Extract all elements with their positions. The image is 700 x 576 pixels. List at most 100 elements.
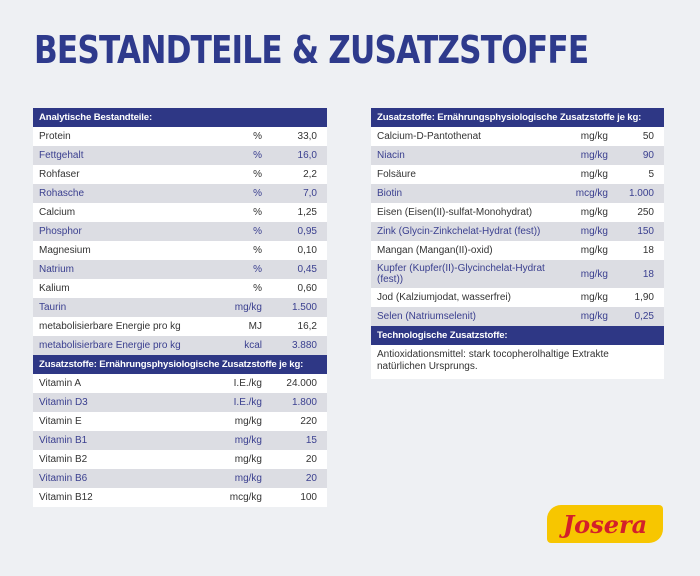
- row-unit: mg/kg: [580, 226, 608, 237]
- row-label: Mangan (Mangan(II)-oxid): [377, 245, 493, 256]
- row-unit: mg/kg: [234, 416, 262, 427]
- row-value: 1.000: [628, 188, 654, 199]
- row-label: Jod (Kalziumjodat, wasserfrei): [377, 292, 511, 303]
- row-unit: mg/kg: [580, 268, 608, 280]
- row-value: 50: [642, 131, 654, 142]
- row-label: Calcium-D-Pantothenat: [377, 131, 481, 142]
- row-value: 5: [648, 169, 654, 180]
- row-unit: mg/kg: [580, 207, 608, 218]
- row-unit: mg/kg: [580, 245, 608, 256]
- logo: Josera: [547, 505, 663, 543]
- row-unit: mg/kg: [580, 131, 608, 142]
- row-unit: %: [253, 245, 262, 256]
- table-header: Analytische Bestandteile:: [33, 108, 327, 127]
- section-header: Technologische Zusatzstoffe:: [371, 326, 664, 345]
- table-row: Vitamin E mg/kg 220: [33, 412, 327, 431]
- table-row: Taurin mg/kg 1.500: [33, 298, 327, 317]
- row-unit: mcg/kg: [229, 492, 262, 503]
- row-label: Taurin: [39, 302, 67, 313]
- row-unit: mg/kg: [580, 169, 608, 180]
- row-value: 33,0: [297, 131, 317, 142]
- row-label: metabolisierbare Energie pro kg: [39, 321, 181, 332]
- row-value: 90: [642, 150, 654, 161]
- row-label: Kalium: [39, 283, 70, 294]
- table-row: Protein% 33,0: [33, 127, 327, 146]
- table-row: Fettgehalt% 16,0: [33, 146, 327, 165]
- row-label: Vitamin B2: [39, 454, 88, 465]
- row-label: Fettgehalt: [39, 150, 84, 161]
- row-value: 20: [305, 473, 317, 484]
- table-row: Kalium% 0,60: [33, 279, 327, 298]
- row-value: 3.880: [291, 340, 317, 351]
- table-row: Natrium% 0,45: [33, 260, 327, 279]
- left-panel: Analytische Bestandteile: Protein% 33,0 Fet…: [33, 108, 327, 507]
- row-unit: I.E./kg: [233, 397, 262, 408]
- row-label: Rohfaser: [39, 169, 80, 180]
- row-value: 0,95: [297, 226, 317, 237]
- row-unit: %: [253, 207, 262, 218]
- row-value: 1.500: [291, 302, 317, 313]
- row-value: 15: [305, 435, 317, 446]
- row-value: 20: [305, 454, 317, 465]
- table-row: Jod (Kalziumjodat, wasserfrei) mg/kg 1,90: [371, 288, 664, 307]
- row-unit: I.E./kg: [233, 378, 262, 389]
- row-label: Vitamin A: [39, 378, 82, 389]
- row-value: 1,25: [297, 207, 317, 218]
- row-value: 1,90: [634, 292, 654, 303]
- row-unit: mcg/kg: [575, 188, 608, 199]
- table-row: Vitamin B2 mg/kg 20: [33, 450, 327, 469]
- row-unit: kcal: [244, 340, 262, 351]
- row-label: Protein: [39, 131, 71, 142]
- table-row: Eisen (Eisen(II)-sulfat-Monohydrat) mg/kg…: [371, 203, 664, 222]
- row-unit: %: [253, 150, 262, 161]
- row-unit: mg/kg: [580, 292, 608, 303]
- row-unit: %: [253, 283, 262, 294]
- row-value: 18: [642, 245, 654, 256]
- table-row: Phosphor% 0,95: [33, 222, 327, 241]
- row-unit: MJ: [248, 321, 262, 332]
- row-label: Vitamin B6: [39, 473, 88, 484]
- row-label: Vitamin B1: [39, 435, 88, 446]
- table-row: Calcium-D-Pantothenat mg/kg 50: [371, 127, 664, 146]
- row-label: Magnesium: [39, 245, 91, 256]
- row-unit: %: [253, 264, 262, 275]
- table-row: Vitamin B1 mg/kg 15: [33, 431, 327, 450]
- table-row: Vitamin B6 mg/kg 20: [33, 469, 327, 488]
- row-unit: %: [253, 188, 262, 199]
- table-row: metabolisierbare Energie pro kg MJ 16,2: [33, 317, 327, 336]
- section-text: Antioxidationsmittel: stark tocopherolha…: [377, 349, 609, 372]
- row-unit: %: [253, 169, 262, 180]
- row-label: Vitamin D3: [39, 397, 88, 408]
- row-value: 2,2: [303, 169, 317, 180]
- row-label: Folsäure: [377, 169, 416, 180]
- row-unit: %: [253, 131, 262, 142]
- row-label: Natrium: [39, 264, 75, 275]
- row-value: 18: [642, 268, 654, 280]
- row-value: 150: [637, 226, 654, 237]
- row-value: 24.000: [286, 378, 317, 389]
- row-label: Eisen (Eisen(II)-sulfat-Monohydrat): [377, 207, 533, 218]
- row-value: 1.800: [291, 397, 317, 408]
- row-label: Niacin: [377, 150, 405, 161]
- row-unit: %: [253, 226, 262, 237]
- row-label: Kupfer (Kupfer(II)-Glycinchelat-Hydrat (…: [377, 263, 545, 285]
- table-row: Kupfer (Kupfer(II)-Glycinchelat-Hydrat (…: [371, 260, 664, 288]
- row-label: Phosphor: [39, 226, 82, 237]
- row-value: 16,2: [297, 321, 317, 332]
- table-row: Mangan (Mangan(II)-oxid) mg/kg 18: [371, 241, 664, 260]
- table-row: Vitamin D3 I.E./kg 1.800: [33, 393, 327, 412]
- row-label: Vitamin B12: [39, 492, 93, 503]
- row-unit: mg/kg: [580, 311, 608, 322]
- table-row: Biotin mcg/kg 1.000: [371, 184, 664, 203]
- row-label: Zink (Glycin-Zinkchelat-Hydrat (fest)): [377, 226, 541, 237]
- table-row: Folsäure mg/kg 5: [371, 165, 664, 184]
- row-value: 100: [300, 492, 317, 503]
- row-value: 220: [300, 416, 317, 427]
- row-value: 250: [637, 207, 654, 218]
- row-label: Calcium: [39, 207, 76, 218]
- row-unit: mg/kg: [234, 473, 262, 484]
- table-header: Zusatzstoffe: Ernährungsphysiologische Z…: [371, 108, 664, 127]
- row-value: 0,25: [634, 311, 654, 322]
- row-label: Biotin: [377, 188, 403, 199]
